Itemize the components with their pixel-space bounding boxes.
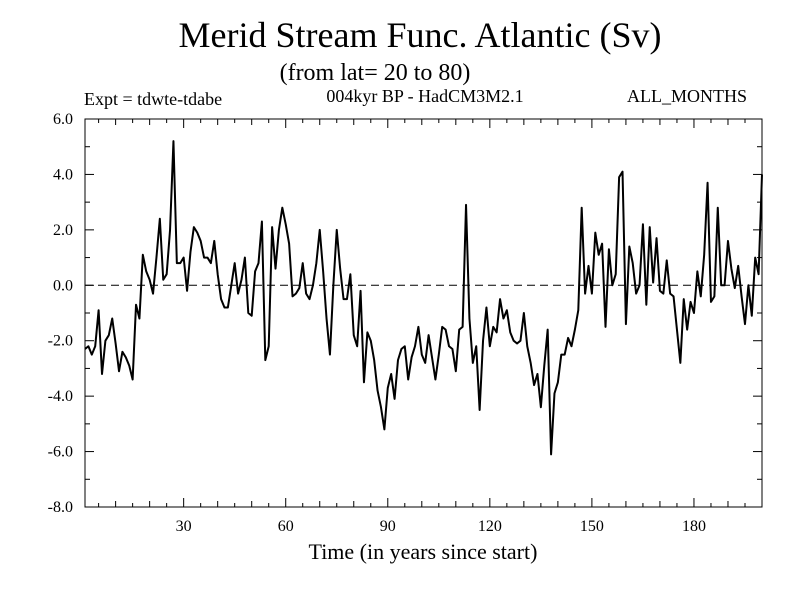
chart-subtitle: (from lat= 20 to 80)	[279, 60, 471, 86]
y-axis: 6.0 4.0 2.0 0.0 -2.0 -4.0 -6.0 -8.0	[48, 111, 762, 516]
y-tick-label: 6.0	[53, 111, 73, 128]
y-tick-label: -6.0	[48, 444, 73, 461]
y-tick-label: -2.0	[48, 333, 73, 350]
y-tick-label: -4.0	[48, 388, 73, 405]
x-tick-label: 90	[380, 518, 396, 535]
y-tick-label: -8.0	[48, 499, 73, 516]
chart-title: Merid Stream Func. Atlantic (Sv)	[178, 15, 662, 55]
experiment-label: Expt = tdwte-tdabe	[84, 89, 223, 109]
series-group	[84, 140, 763, 456]
season-label: ALL_MONTHS	[627, 86, 747, 106]
plot-frame	[84, 118, 763, 508]
y-tick-label: 0.0	[53, 277, 73, 294]
x-axis: 30 60 90 120 150 180	[98, 119, 746, 535]
y-tick-label: 2.0	[53, 222, 73, 239]
series-line	[84, 140, 763, 456]
x-tick-label: 150	[580, 518, 604, 535]
x-tick-label: 60	[278, 518, 294, 535]
model-label: 004kyr BP - HadCM3M2.1	[326, 86, 524, 106]
x-tick-label: 30	[176, 518, 192, 535]
y-tick-label: 4.0	[53, 166, 73, 183]
x-tick-label: 180	[682, 518, 706, 535]
x-tick-label: 120	[478, 518, 502, 535]
x-axis-label: Time (in years since start)	[308, 539, 538, 564]
